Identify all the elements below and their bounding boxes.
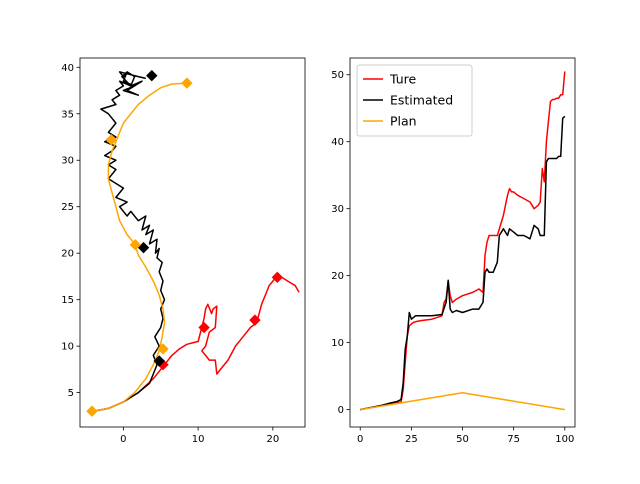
left-chart-x-tick-label-2: 20: [266, 434, 279, 445]
right-chart-legend-label-0: Ture: [389, 72, 417, 87]
left-chart-y-tick-label-2: 15: [61, 295, 74, 306]
right-chart-legend-label-2: Plan: [390, 114, 417, 129]
left-chart-markers: [86, 69, 284, 417]
right-chart-series-line-0: [360, 71, 566, 411]
left-chart-x-tick-label-0: 0: [120, 434, 126, 445]
left-chart-marker-2-1: [157, 343, 169, 355]
right-chart-legend-box: [356, 64, 473, 137]
left-chart-y-ticks: 5 10 15 20 25 30 35 40: [61, 63, 80, 399]
left-chart-series-line-2: [91, 82, 187, 412]
left-chart-y-tick-label-5: 30: [61, 156, 74, 167]
left-chart-series-line-0: [93, 275, 300, 412]
left-chart-series-line-1: [93, 71, 166, 412]
left-chart-marker-1-2: [146, 69, 158, 82]
left-chart-y-tick-label-1: 10: [61, 342, 74, 353]
right-chart-x-ticks: 0 25 50 75 100: [357, 427, 574, 445]
left-chart-marker-2-0: [86, 405, 98, 417]
left-chart-marker-0-1: [198, 321, 210, 334]
right-chart-x-tick-label-0: 0: [357, 434, 363, 445]
right-chart-y-tick-label-2: 20: [331, 271, 344, 282]
right-chart-y-ticks: 0 10 20 30 40 50: [331, 70, 350, 416]
left-chart-y-tick-label-3: 20: [61, 249, 74, 260]
right-chart-x-tick-label-1: 25: [405, 434, 418, 445]
right-chart-y-tick-label-0: 0: [338, 405, 344, 416]
left-chart-marker-2-3: [105, 134, 118, 146]
right-chart-x-tick-label-2: 50: [456, 434, 469, 445]
right-chart-y-tick-label-5: 50: [331, 70, 344, 81]
right-chart-y-tick-label-3: 30: [331, 204, 344, 215]
left-chart-marker-1-0: [153, 355, 165, 367]
left-chart-x-ticks: 0 10 20: [120, 427, 279, 445]
right-chart-legend-label-1: Estimated: [390, 93, 453, 108]
left-chart-y-tick-label-6: 35: [61, 109, 74, 120]
left-chart-marker-0-2: [249, 314, 261, 326]
left-chart: 0 10 20 5 10 15 20 25 30 35 40: [61, 57, 306, 445]
left-chart-marker-1-1: [137, 241, 150, 254]
right-chart-y-tick-label-4: 40: [331, 137, 344, 148]
left-chart-y-tick-label-4: 25: [61, 202, 74, 213]
right-chart-series-line-1: [360, 115, 566, 411]
right-chart-series: [360, 71, 566, 411]
right-chart-legend: Ture Estimated Plan: [356, 64, 473, 137]
left-chart-y-tick-label-0: 5: [68, 388, 74, 399]
right-chart-x-tick-label-3: 75: [507, 434, 520, 445]
left-chart-x-tick-label-1: 10: [192, 434, 205, 445]
right-chart-x-tick-label-4: 100: [555, 434, 574, 445]
left-chart-marker-0-3: [271, 271, 284, 284]
right-chart: 0 25 50 75 100 0 10 20 30 40 50 Ture Estimated Plan: [331, 57, 576, 445]
left-chart-marker-2-4: [181, 77, 193, 89]
left-chart-frame: [79, 57, 306, 428]
right-chart-y-tick-label-1: 10: [331, 338, 344, 349]
left-chart-y-tick-label-7: 40: [61, 63, 74, 74]
left-chart-series: [91, 71, 300, 412]
left-chart-marker-2-2: [129, 239, 142, 251]
right-chart-series-line-2: [360, 392, 565, 411]
